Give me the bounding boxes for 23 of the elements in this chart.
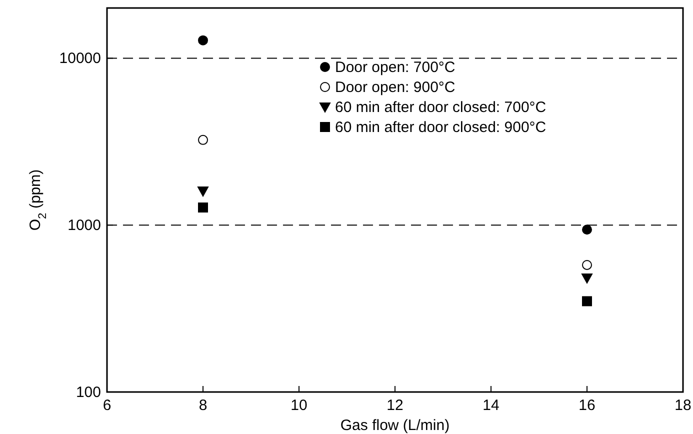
x-tick-label: 16 xyxy=(578,397,596,414)
legend-label: Door open: 900°C xyxy=(335,79,456,96)
point xyxy=(198,202,208,213)
y-tick-label: 1000 xyxy=(68,217,101,234)
point xyxy=(582,224,592,235)
point xyxy=(198,186,208,197)
point xyxy=(198,35,208,46)
legend-label: 60 min after door closed: 900°C xyxy=(335,119,546,136)
x-tick-label: 14 xyxy=(482,397,500,414)
x-axis-title: Gas flow (L/min) xyxy=(340,417,450,434)
x-tick-label: 6 xyxy=(102,397,112,414)
point xyxy=(198,134,208,145)
x-tick-label: 12 xyxy=(386,397,404,414)
y-tick-label: 10000 xyxy=(59,50,101,68)
legend-label: 60 min after door closed: 700°C xyxy=(335,99,546,116)
x-tick-label: 8 xyxy=(198,397,208,414)
point xyxy=(582,296,592,306)
point xyxy=(582,260,592,270)
legend-label: Door open: 700°C xyxy=(335,59,456,76)
y-tick-label: 100 xyxy=(76,384,101,401)
point xyxy=(582,274,592,284)
x-tick-label: 10 xyxy=(290,397,308,414)
x-tick-label: 18 xyxy=(674,397,692,414)
